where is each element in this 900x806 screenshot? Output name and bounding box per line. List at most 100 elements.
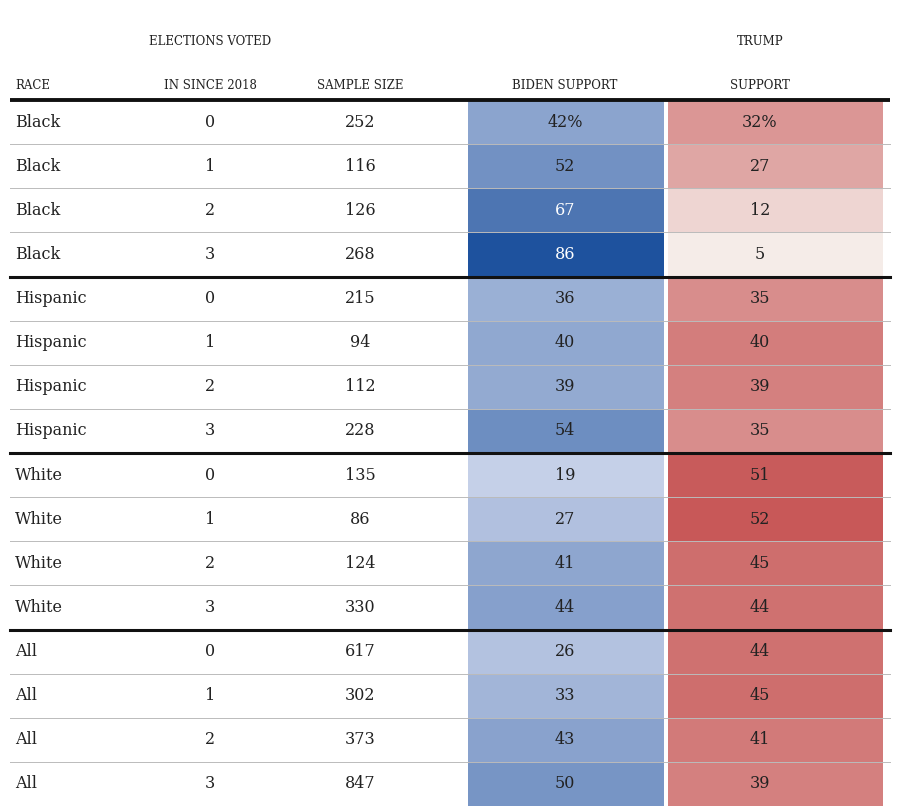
Text: All: All: [15, 688, 37, 704]
Bar: [468, 718, 664, 762]
Text: 3: 3: [205, 599, 215, 616]
Text: 116: 116: [345, 158, 375, 175]
Text: 32%: 32%: [742, 114, 778, 131]
Bar: [468, 585, 664, 629]
Text: 5: 5: [755, 246, 765, 263]
Text: 41: 41: [554, 555, 575, 571]
Bar: [468, 453, 664, 497]
Text: 1: 1: [205, 511, 215, 528]
Text: 51: 51: [750, 467, 770, 484]
Text: White: White: [15, 555, 63, 571]
Text: 19: 19: [554, 467, 575, 484]
Text: Black: Black: [15, 202, 60, 218]
Bar: [468, 100, 664, 144]
Bar: [468, 762, 664, 806]
Bar: [468, 409, 664, 453]
Text: 215: 215: [345, 290, 375, 307]
Text: 0: 0: [205, 290, 215, 307]
Text: 12: 12: [750, 202, 770, 218]
Bar: [668, 497, 883, 542]
Text: 3: 3: [205, 422, 215, 439]
Bar: [668, 100, 883, 144]
Text: 26: 26: [554, 643, 575, 660]
Text: 2: 2: [205, 555, 215, 571]
Bar: [668, 409, 883, 453]
Text: 44: 44: [750, 599, 770, 616]
Text: 44: 44: [750, 643, 770, 660]
Text: 42%: 42%: [547, 114, 583, 131]
Bar: [668, 365, 883, 409]
Bar: [468, 232, 664, 276]
Bar: [668, 718, 883, 762]
Text: 617: 617: [345, 643, 375, 660]
Bar: [668, 189, 883, 232]
Bar: [468, 365, 664, 409]
Text: Black: Black: [15, 114, 60, 131]
Bar: [468, 189, 664, 232]
Bar: [468, 497, 664, 542]
Text: 135: 135: [345, 467, 375, 484]
Text: 1: 1: [205, 334, 215, 351]
Bar: [668, 232, 883, 276]
Text: IN SINCE 2018: IN SINCE 2018: [164, 79, 256, 92]
Text: 94: 94: [350, 334, 370, 351]
Bar: [668, 453, 883, 497]
Bar: [668, 585, 883, 629]
Text: White: White: [15, 467, 63, 484]
Bar: [668, 144, 883, 189]
Text: Hispanic: Hispanic: [15, 334, 86, 351]
Text: BIDEN SUPPORT: BIDEN SUPPORT: [512, 79, 617, 92]
Text: 2: 2: [205, 731, 215, 748]
Text: Hispanic: Hispanic: [15, 290, 86, 307]
Text: 112: 112: [345, 378, 375, 395]
Text: 41: 41: [750, 731, 770, 748]
Text: 0: 0: [205, 114, 215, 131]
Text: All: All: [15, 731, 37, 748]
Text: 67: 67: [554, 202, 575, 218]
Text: 0: 0: [205, 467, 215, 484]
Text: SAMPLE SIZE: SAMPLE SIZE: [317, 79, 403, 92]
Text: ELECTIONS VOTED: ELECTIONS VOTED: [148, 35, 271, 48]
Text: 302: 302: [345, 688, 375, 704]
Text: 52: 52: [750, 511, 770, 528]
Text: 39: 39: [554, 378, 575, 395]
Text: 86: 86: [350, 511, 370, 528]
Text: 330: 330: [345, 599, 375, 616]
Text: Black: Black: [15, 158, 60, 175]
Text: 86: 86: [554, 246, 575, 263]
Text: Hispanic: Hispanic: [15, 378, 86, 395]
Text: 847: 847: [345, 775, 375, 792]
Text: All: All: [15, 643, 37, 660]
Text: 39: 39: [750, 775, 770, 792]
Text: 126: 126: [345, 202, 375, 218]
Bar: [668, 762, 883, 806]
Text: TRUMP: TRUMP: [737, 35, 783, 48]
Text: 27: 27: [750, 158, 770, 175]
Bar: [468, 629, 664, 674]
Text: 228: 228: [345, 422, 375, 439]
Text: 50: 50: [554, 775, 575, 792]
Text: 52: 52: [554, 158, 575, 175]
Text: 2: 2: [205, 202, 215, 218]
Bar: [668, 674, 883, 718]
Text: RACE: RACE: [15, 79, 50, 92]
Text: All: All: [15, 775, 37, 792]
Bar: [468, 542, 664, 585]
Text: 1: 1: [205, 688, 215, 704]
Text: Hispanic: Hispanic: [15, 422, 86, 439]
Text: 39: 39: [750, 378, 770, 395]
Text: 43: 43: [554, 731, 575, 748]
Text: 33: 33: [554, 688, 575, 704]
Text: 36: 36: [554, 290, 575, 307]
Text: 35: 35: [750, 290, 770, 307]
Text: 2: 2: [205, 378, 215, 395]
Bar: [668, 629, 883, 674]
Text: 268: 268: [345, 246, 375, 263]
Text: SUPPORT: SUPPORT: [730, 79, 790, 92]
Bar: [468, 674, 664, 718]
Text: 40: 40: [750, 334, 770, 351]
Bar: [468, 276, 664, 321]
Text: 54: 54: [554, 422, 575, 439]
Bar: [668, 542, 883, 585]
Text: 45: 45: [750, 688, 770, 704]
